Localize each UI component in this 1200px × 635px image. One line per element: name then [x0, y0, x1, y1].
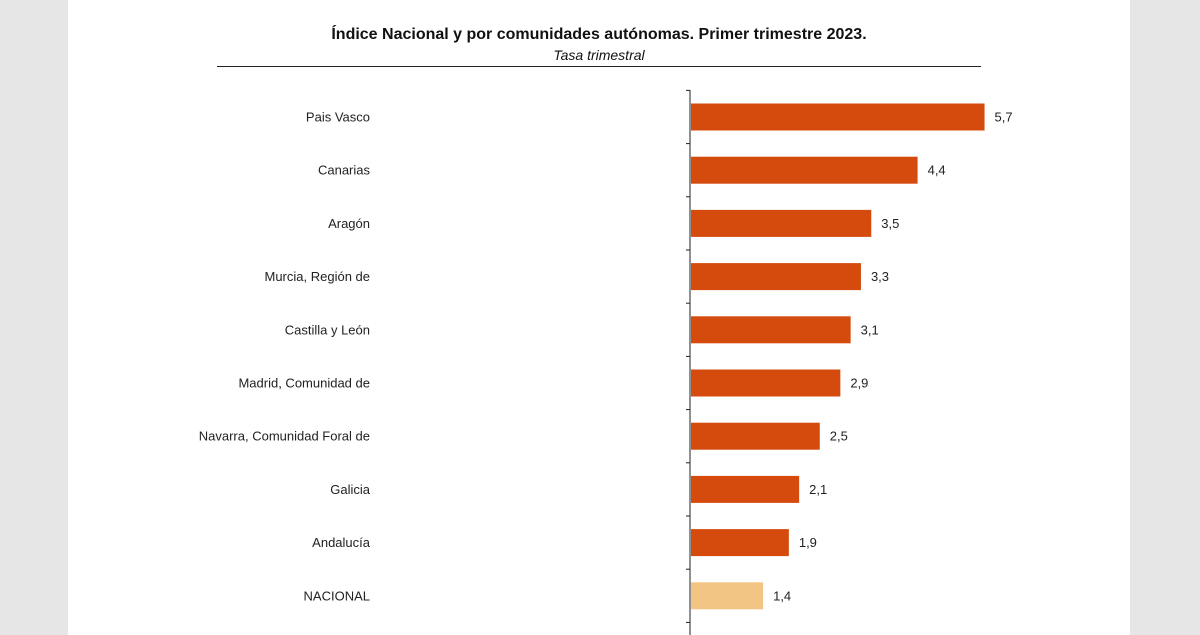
title-divider [217, 66, 981, 67]
bar [691, 529, 789, 557]
category-label: Pais Vasco [306, 110, 370, 125]
category-label: Galicia [330, 482, 371, 497]
bar [691, 263, 861, 291]
data-label: 3,1 [861, 322, 879, 337]
data-label: 5,7 [995, 110, 1013, 125]
bar [691, 103, 985, 131]
category-label: Murcia, Región de [265, 269, 371, 284]
bar-chart: Pais Vasco 5,7 Canarias 4,4 Aragón 3,5 Murcia,… [199, 89, 1013, 635]
bar [691, 582, 764, 610]
bar [691, 422, 820, 450]
data-label: 2,9 [850, 376, 868, 391]
data-label: 1,4 [773, 588, 791, 603]
bar [691, 209, 872, 237]
category-label: NACIONAL [304, 588, 370, 603]
data-label: 2,1 [809, 482, 827, 497]
data-label: 2,5 [830, 429, 848, 444]
category-label: Canarias [318, 163, 371, 178]
chart-subtitle: Tasa trimestral [553, 47, 645, 63]
chart-title: Índice Nacional y por comunidades autóno… [331, 26, 867, 43]
data-label: 3,5 [881, 216, 899, 231]
bar [691, 156, 918, 184]
bar [691, 475, 800, 503]
category-label: Castilla y León [285, 322, 370, 337]
chart-page: Índice Nacional y por comunidades autóno… [68, 0, 1130, 635]
category-label: Andalucía [312, 535, 371, 550]
data-label: 4,4 [928, 163, 946, 178]
data-label: 3,3 [871, 269, 889, 284]
category-label: Aragón [328, 216, 370, 231]
category-label: Madrid, Comunidad de [238, 376, 370, 391]
bar [691, 369, 841, 397]
bar [691, 316, 851, 344]
data-label: 1,9 [799, 535, 817, 550]
category-label: Navarra, Comunidad Foral de [199, 429, 370, 444]
